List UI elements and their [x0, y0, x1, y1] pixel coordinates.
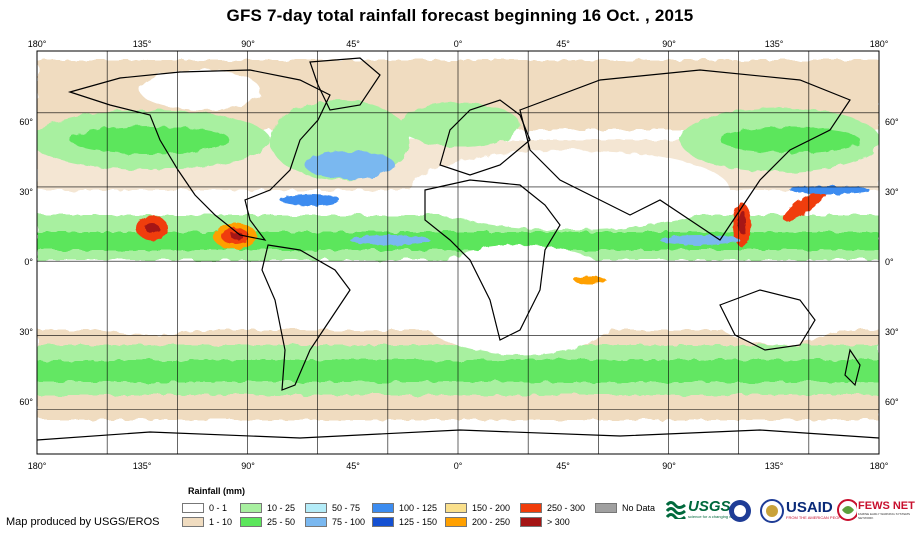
usgs-wave-icon: [666, 501, 686, 519]
x-tick-bottom-4: 0°: [453, 461, 463, 471]
legend-swatch: [372, 517, 394, 527]
y-tick-left-3: 30°: [19, 327, 33, 337]
legend-swatch: [520, 503, 542, 513]
x-tick-top-1: 135°: [132, 39, 152, 49]
legend-swatch: [240, 503, 262, 513]
rainfall-fields: [37, 60, 879, 454]
usgs-logo: USGS science for a changing world: [666, 499, 739, 519]
legend-item: 150 - 200: [445, 502, 510, 514]
coastlines: [37, 57, 879, 441]
legend-swatch: [372, 503, 394, 513]
legend-swatch: [182, 503, 204, 513]
legend-title: Rainfall (mm): [188, 486, 246, 496]
usgs-logo-text: USGS: [688, 498, 731, 515]
x-tick-top-6: 90°: [662, 39, 676, 49]
asia-outline: [519, 69, 851, 241]
y-tick-right-2: 0°: [885, 257, 894, 267]
legend-label: 0 - 1: [209, 503, 228, 513]
fewsnet-tagline: FAMINE EARLY WARNING SYSTEMS NETWORK: [858, 512, 910, 520]
x-tick-bottom-6: 90°: [662, 461, 676, 471]
legend-item: 250 - 300: [520, 502, 585, 514]
legend-label: 75 - 100: [332, 517, 366, 527]
state-department-seal-icon: [760, 499, 784, 523]
x-tick-top-5: 45°: [556, 39, 570, 49]
legend-label: 250 - 300: [547, 503, 586, 513]
legend-swatch: [595, 503, 617, 513]
legend-label: 25 - 50: [267, 517, 296, 527]
fewsnet-logo-text: FEWS NET: [858, 500, 915, 512]
x-tick-top-3: 45°: [346, 39, 360, 49]
legend-swatch: [305, 503, 327, 513]
legend-label: > 300: [547, 517, 570, 527]
legend-label: 200 - 250: [472, 517, 511, 527]
legend-swatch: [520, 517, 542, 527]
legend-label: 1 - 10: [209, 517, 233, 527]
x-tick-bottom-3: 45°: [346, 461, 360, 471]
x-tick-bottom-7: 135°: [764, 461, 784, 471]
fewsnet-globe-icon: [837, 499, 858, 521]
legend-label: 100 - 125: [399, 503, 438, 513]
x-tick-top-7: 135°: [764, 39, 784, 49]
legend-label: No Data: [622, 503, 656, 513]
usaid-logo: USAID FROM THE AMERICAN PEOPLE: [786, 500, 846, 520]
y-tick-left-4: 60°: [19, 397, 33, 407]
fewsnet-logo: FEWS NET FAMINE EARLY WARNING SYSTEMS NE…: [837, 499, 920, 521]
map-frame: [36, 50, 880, 455]
australia-outline: [719, 289, 816, 351]
x-tick-bottom-8: 180°: [869, 461, 889, 471]
noaa-seal-icon: [729, 500, 751, 522]
legend-item: 0 - 1: [182, 502, 227, 514]
legend-swatch: [240, 517, 262, 527]
y-tick-right-1: 30°: [885, 187, 899, 197]
africa-outline: [424, 179, 561, 341]
x-tick-top-4: 0°: [453, 39, 463, 49]
legend-item: 100 - 125: [372, 502, 437, 514]
x-tick-top-0: 180°: [27, 39, 47, 49]
map-credit: Map produced by USGS/EROS: [6, 516, 160, 528]
europe-outline: [439, 99, 531, 176]
map-title: GFS 7-day total rainfall forecast beginn…: [226, 6, 694, 25]
greenland-outline: [309, 57, 381, 111]
legend-item: 200 - 250: [445, 516, 510, 528]
x-tick-bottom-2: 90°: [241, 461, 255, 471]
legend-label: 10 - 25: [267, 503, 296, 513]
x-tick-bottom-1: 135°: [132, 461, 152, 471]
graticule: [37, 51, 879, 454]
y-tick-right-3: 30°: [885, 327, 899, 337]
north-america-outline: [67, 69, 331, 241]
y-tick-left-2: 0°: [24, 257, 33, 267]
legend-swatch: [182, 517, 204, 527]
new-zealand-outline: [844, 348, 861, 387]
legend-item: 75 - 100: [305, 516, 365, 528]
legend-item: 1 - 10: [182, 516, 232, 528]
x-tick-top-8: 180°: [869, 39, 889, 49]
y-tick-right-0: 60°: [885, 117, 899, 127]
legend-swatch: [305, 517, 327, 527]
y-tick-left-1: 30°: [19, 187, 33, 197]
usaid-tagline: FROM THE AMERICAN PEOPLE: [786, 515, 846, 520]
legend-label: 50 - 75: [332, 503, 361, 513]
legend-item: 50 - 75: [305, 502, 360, 514]
antarctica-outline: [37, 429, 879, 441]
south-america-outline: [261, 244, 351, 391]
y-tick-left-0: 60°: [19, 117, 33, 127]
legend-item: 125 - 150: [372, 516, 437, 528]
y-tick-right-4: 60°: [885, 397, 899, 407]
legend-label: 125 - 150: [399, 517, 438, 527]
legend-item: No Data: [595, 502, 655, 514]
x-tick-top-2: 90°: [241, 39, 255, 49]
legend-item: > 300: [520, 516, 570, 528]
heavy-rain-cores: [136, 186, 870, 284]
legend-swatch: [445, 503, 467, 513]
usaid-logo-text: USAID: [786, 499, 833, 516]
legend-swatch: [445, 517, 467, 527]
x-tick-bottom-0: 180°: [27, 461, 47, 471]
legend-item: 10 - 25: [240, 502, 295, 514]
usgs-tagline: science for a changing world: [688, 514, 739, 519]
x-tick-bottom-5: 45°: [556, 461, 570, 471]
legend-item: 25 - 50: [240, 516, 295, 528]
legend-label: 150 - 200: [472, 503, 511, 513]
